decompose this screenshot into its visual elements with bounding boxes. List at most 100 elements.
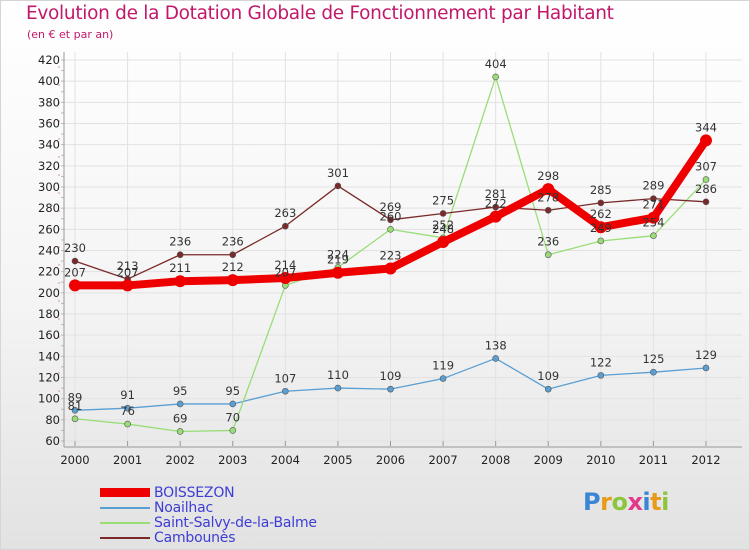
- data-point-cambounes: [71, 257, 79, 265]
- data-label-saint-salvy: 236: [537, 235, 559, 249]
- data-label-boissezon: 271: [642, 198, 664, 212]
- data-label-boissezon: 214: [274, 258, 296, 272]
- data-point-boissezon: [331, 266, 344, 279]
- y-tick-label: 360: [38, 117, 60, 131]
- y-tick-label: 160: [38, 328, 60, 342]
- data-point-cambounes: [176, 251, 184, 259]
- data-label-saint-salvy: 249: [590, 221, 612, 235]
- y-tick-label: 240: [38, 244, 60, 258]
- data-label-noailhac: 119: [432, 359, 454, 373]
- data-label-cambounes: 236: [222, 235, 244, 249]
- data-label-boissezon: 298: [537, 169, 559, 183]
- data-point-noailhac: [334, 384, 342, 392]
- chart-subtitle: (en € et par an): [27, 28, 114, 41]
- proxiti-logo: Proxiti: [583, 488, 669, 516]
- data-label-boissezon: 344: [695, 120, 717, 134]
- logo-letter: o: [611, 488, 628, 516]
- axes: [58, 52, 742, 448]
- data-point-noailhac: [492, 355, 499, 362]
- x-tick-label: 2006: [376, 453, 405, 467]
- data-label-noailhac: 109: [537, 369, 559, 383]
- x-tick-label: 2003: [218, 453, 247, 467]
- y-tick-label: 120: [38, 371, 60, 385]
- data-point-cambounes: [282, 222, 289, 230]
- data-point-cambounes: [650, 195, 657, 202]
- data-point-cambounes: [597, 199, 605, 207]
- data-label-saint-salvy: 81: [68, 399, 83, 413]
- data-point-boissezon: [226, 274, 239, 287]
- gridlines: [64, 52, 742, 445]
- legend-swatch-noailhac: [100, 507, 150, 509]
- x-tick-label: 2012: [691, 453, 720, 467]
- x-tick-label: 2005: [323, 453, 352, 467]
- legend-swatch-boissezon: [100, 488, 150, 497]
- series-layer: [69, 73, 712, 435]
- data-point-saint-salvy: [492, 73, 499, 81]
- data-point-noailhac: [387, 385, 394, 393]
- y-tick-label: 380: [38, 95, 60, 109]
- data-point-cambounes: [387, 216, 394, 224]
- y-tick-label: 420: [38, 53, 60, 67]
- data-point-noailhac: [439, 375, 447, 382]
- data-label-boissezon: 262: [590, 207, 612, 221]
- data-label-noailhac: 89: [68, 390, 83, 404]
- data-point-cambounes: [544, 206, 552, 214]
- data-label-saint-salvy: 69: [173, 411, 188, 425]
- x-tick-label: 2004: [271, 453, 300, 467]
- data-label-cambounes: 275: [432, 193, 454, 207]
- data-point-cambounes: [229, 251, 237, 259]
- logo-letter: P: [583, 488, 601, 516]
- data-point-saint-salvy: [597, 237, 605, 245]
- data-label-boissezon: 272: [485, 197, 507, 211]
- data-point-boissezon: [384, 262, 397, 275]
- data-label-cambounes: 213: [117, 259, 139, 273]
- data-label-cambounes: 289: [642, 179, 664, 193]
- data-label-boissezon: 223: [380, 248, 402, 262]
- legend-swatch-cambounes: [100, 537, 150, 539]
- data-point-boissezon: [121, 279, 134, 292]
- data-label-noailhac: 138: [485, 338, 507, 352]
- legend-label-saint-salvy: Saint-Salvy-de-la-Balme: [154, 515, 317, 531]
- data-label-noailhac: 122: [590, 355, 612, 369]
- data-point-boissezon: [594, 221, 607, 234]
- y-tick-label: 280: [38, 201, 60, 215]
- y-axis-ticks: 60 80 100 120 140 160 180 200 220 240 260 280 300 320…: [38, 53, 60, 448]
- data-point-boissezon: [542, 183, 555, 196]
- y-tick-label: 320: [38, 159, 60, 173]
- x-tick-label: 2007: [428, 453, 457, 467]
- data-point-cambounes: [702, 198, 710, 206]
- legend-label-noailhac: Noailhac: [154, 500, 213, 516]
- x-tick-label: 2001: [113, 453, 142, 467]
- data-point-noailhac: [282, 387, 289, 395]
- data-point-cambounes: [492, 203, 499, 211]
- data-label-cambounes: 286: [695, 182, 717, 196]
- data-labels: 207 207 211 212 214 219 223 248 272 298 262 271 344 8…: [64, 57, 717, 426]
- y-tick-label: 340: [38, 138, 60, 152]
- data-point-saint-salvy: [71, 415, 79, 423]
- legend-label-boissezon: BOISSEZON: [154, 485, 235, 501]
- data-point-boissezon: [69, 279, 81, 292]
- data-label-saint-salvy: 252: [432, 218, 454, 232]
- data-label-cambounes: 301: [327, 166, 349, 180]
- data-point-noailhac: [650, 368, 657, 376]
- data-label-noailhac: 91: [120, 388, 135, 402]
- data-label-boissezon: 219: [327, 253, 349, 267]
- data-point-noailhac: [702, 364, 710, 372]
- data-point-boissezon: [279, 272, 292, 285]
- data-label-noailhac: 125: [642, 352, 664, 366]
- data-label-cambounes: 281: [485, 187, 507, 201]
- data-point-noailhac: [71, 407, 79, 414]
- data-point-noailhac: [544, 385, 552, 393]
- logo-letter: t: [650, 488, 662, 516]
- data-label-cambounes: 269: [380, 200, 402, 214]
- x-tick-label: 2002: [166, 453, 195, 467]
- y-tick-label: 60: [45, 434, 60, 448]
- logo-letter: x: [627, 488, 643, 516]
- data-point-boissezon: [489, 210, 502, 223]
- data-label-noailhac: 110: [327, 368, 349, 382]
- legend-label-cambounes: Cambounès: [154, 530, 236, 546]
- data-point-saint-salvy: [387, 226, 394, 233]
- data-point-saint-salvy: [650, 232, 657, 239]
- y-tick-label: 100: [38, 392, 60, 406]
